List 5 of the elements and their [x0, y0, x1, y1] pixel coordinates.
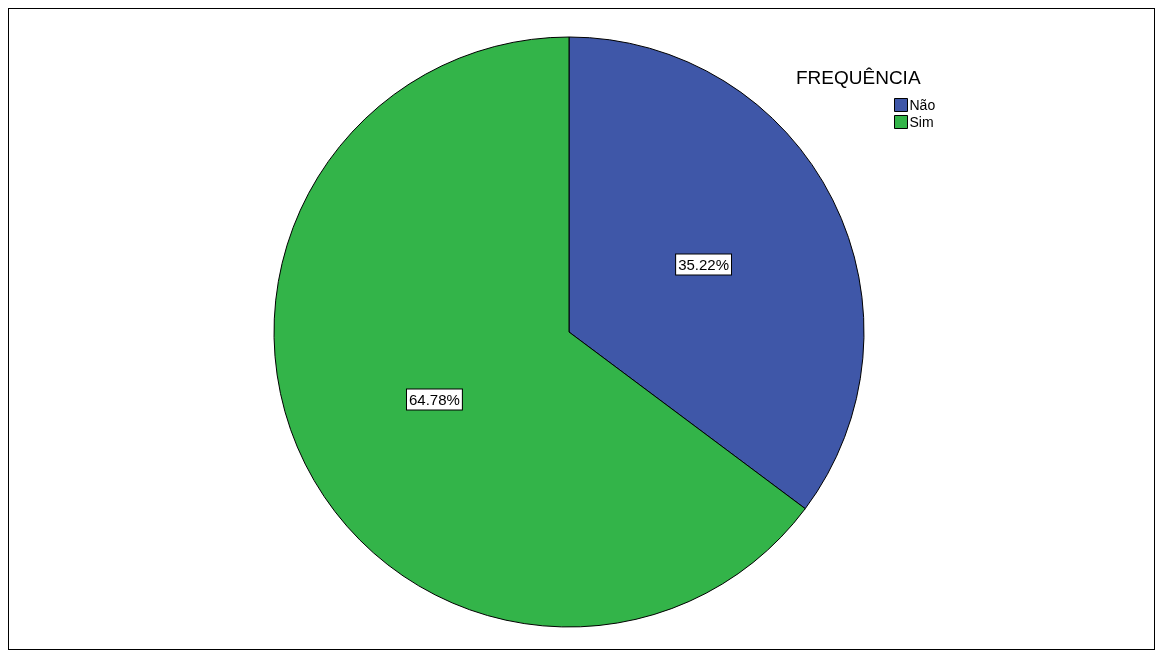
legend-label: Sim — [909, 114, 934, 130]
legend-title: FREQUÊNCIA — [796, 67, 921, 88]
legend-label: Não — [909, 97, 936, 113]
data-label: 64.78% — [409, 390, 460, 408]
data-label: 35.22% — [678, 256, 729, 274]
